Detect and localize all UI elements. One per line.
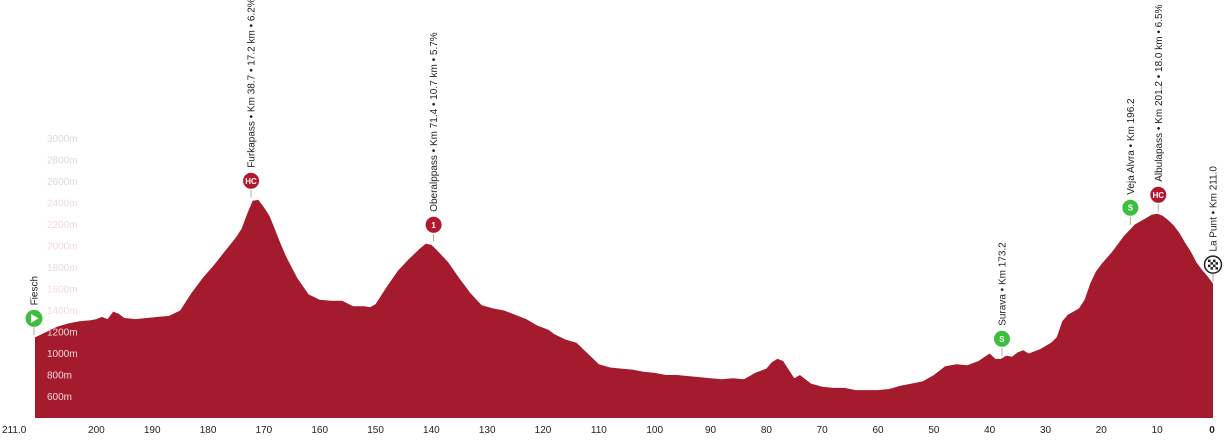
y-tick-label: 2800m [47, 156, 78, 167]
x-tick-label: 140 [423, 425, 440, 436]
annotation-sprint: S Veja Alvra • Km 196.2 [1121, 98, 1140, 225]
x-tick-label: 90 [705, 425, 717, 436]
y-tick-label: 2000m [47, 242, 78, 253]
annotation-label: La Punt • Km 211.0 [1209, 166, 1220, 252]
badge-label: 1 [431, 221, 436, 230]
x-tick-label: 170 [256, 425, 273, 436]
x-tick-label: 30 [1040, 425, 1052, 436]
badge-label: S [999, 335, 1005, 344]
x-tick-label: 200 [88, 425, 105, 436]
checker-square [1210, 262, 1213, 265]
x-tick-label: 70 [817, 425, 829, 436]
climb-badge-icon [242, 171, 261, 190]
checker-square [1210, 267, 1213, 270]
elevation-area-layer [35, 199, 1213, 418]
x-tick-label: 120 [535, 425, 552, 436]
x-tick-label: 100 [646, 425, 663, 436]
x-tick-label: 60 [872, 425, 884, 436]
annotation-label: Fiesch [30, 276, 41, 305]
x-tick-label: 0 [1209, 425, 1215, 436]
x-tick-label: 110 [591, 425, 607, 436]
annotations-layer: Fiesch HC Furkapass • Km 38.7 • 17.2 km • … [25, 0, 1223, 356]
y-tick-label: 800m [47, 371, 72, 382]
annotation-start: Fiesch [25, 276, 43, 336]
badge-label: HC [245, 177, 257, 186]
checker-square [1215, 262, 1218, 265]
checker-square [1208, 264, 1211, 268]
x-tick-label: 160 [311, 425, 328, 436]
play-arrow-icon [31, 313, 39, 323]
x-tick-label: 180 [200, 425, 217, 436]
y-tick-label: 1000m [47, 349, 78, 360]
elevation-area-series-0 [35, 199, 1213, 418]
annotation-sprint: S Surava • Km 173.2 [992, 242, 1011, 356]
x-tick-label: 10 [1152, 425, 1164, 436]
x-tick-label: 211.0 [2, 425, 27, 436]
y-tick-label: 1200m [47, 328, 78, 339]
y-tick-label: 1800m [47, 263, 78, 274]
x-tick-label: 50 [928, 425, 940, 436]
y-tick-label: 2600m [47, 177, 78, 188]
x-tick-label: 40 [984, 425, 996, 436]
y-tick-label: 3000m [47, 134, 78, 145]
checker-square [1213, 259, 1216, 263]
annotation-climb: HC Furkapass • Km 38.7 • 17.2 km • 6.2% [242, 0, 261, 198]
y-axis-labels: 600m 800m 1000m 1200m 1400m 1600m 1800m 2000m 22… [47, 134, 78, 403]
y-tick-label: 1400m [47, 306, 78, 317]
annotation-label: Surava • Km 173.2 [998, 242, 1009, 326]
x-tick-label: 80 [761, 425, 773, 436]
climb-badge-icon [424, 215, 443, 234]
x-tick-label: 130 [479, 425, 496, 436]
annotation-label: Oberalppass • Km 71.4 • 10.7 km • 5.7% [429, 32, 440, 212]
annotation-label: Furkapass • Km 38.7 • 17.2 km • 6.2% [247, 0, 258, 168]
checker-square [1208, 259, 1211, 263]
x-axis-labels: 211.0 200 190 180 170 160 150 140 130 120 110 100 90… [2, 425, 1215, 436]
badge-label: S [1128, 204, 1134, 213]
y-tick-label: 2400m [47, 199, 78, 210]
annotation-label: Albulapass • Km 201.2 • 18.0 km • 6.5% [1154, 4, 1165, 181]
checker-square [1215, 267, 1218, 270]
x-tick-label: 150 [367, 425, 384, 436]
checker-square [1213, 264, 1216, 268]
annotation-climb: 1 Oberalppass • Km 71.4 • 10.7 km • 5.7% [424, 32, 443, 242]
y-tick-label: 2200m [47, 220, 78, 231]
annotation-finish: La Punt • Km 211.0 [1203, 166, 1223, 282]
x-tick-label: 20 [1096, 425, 1108, 436]
annotation-climb: HC Albulapass • Km 201.2 • 18.0 km • 6.5% [1149, 4, 1168, 212]
y-tick-label: 600m [47, 392, 72, 403]
badge-label: HC [1153, 191, 1165, 200]
climb-badge-icon [1149, 185, 1168, 204]
y-tick-label: 1600m [47, 285, 78, 296]
x-tick-label: 190 [144, 425, 161, 436]
sprint-badge-icon [1121, 198, 1140, 217]
annotation-label: Veja Alvra • Km 196.2 [1126, 98, 1137, 195]
sprint-badge-icon [992, 329, 1011, 348]
